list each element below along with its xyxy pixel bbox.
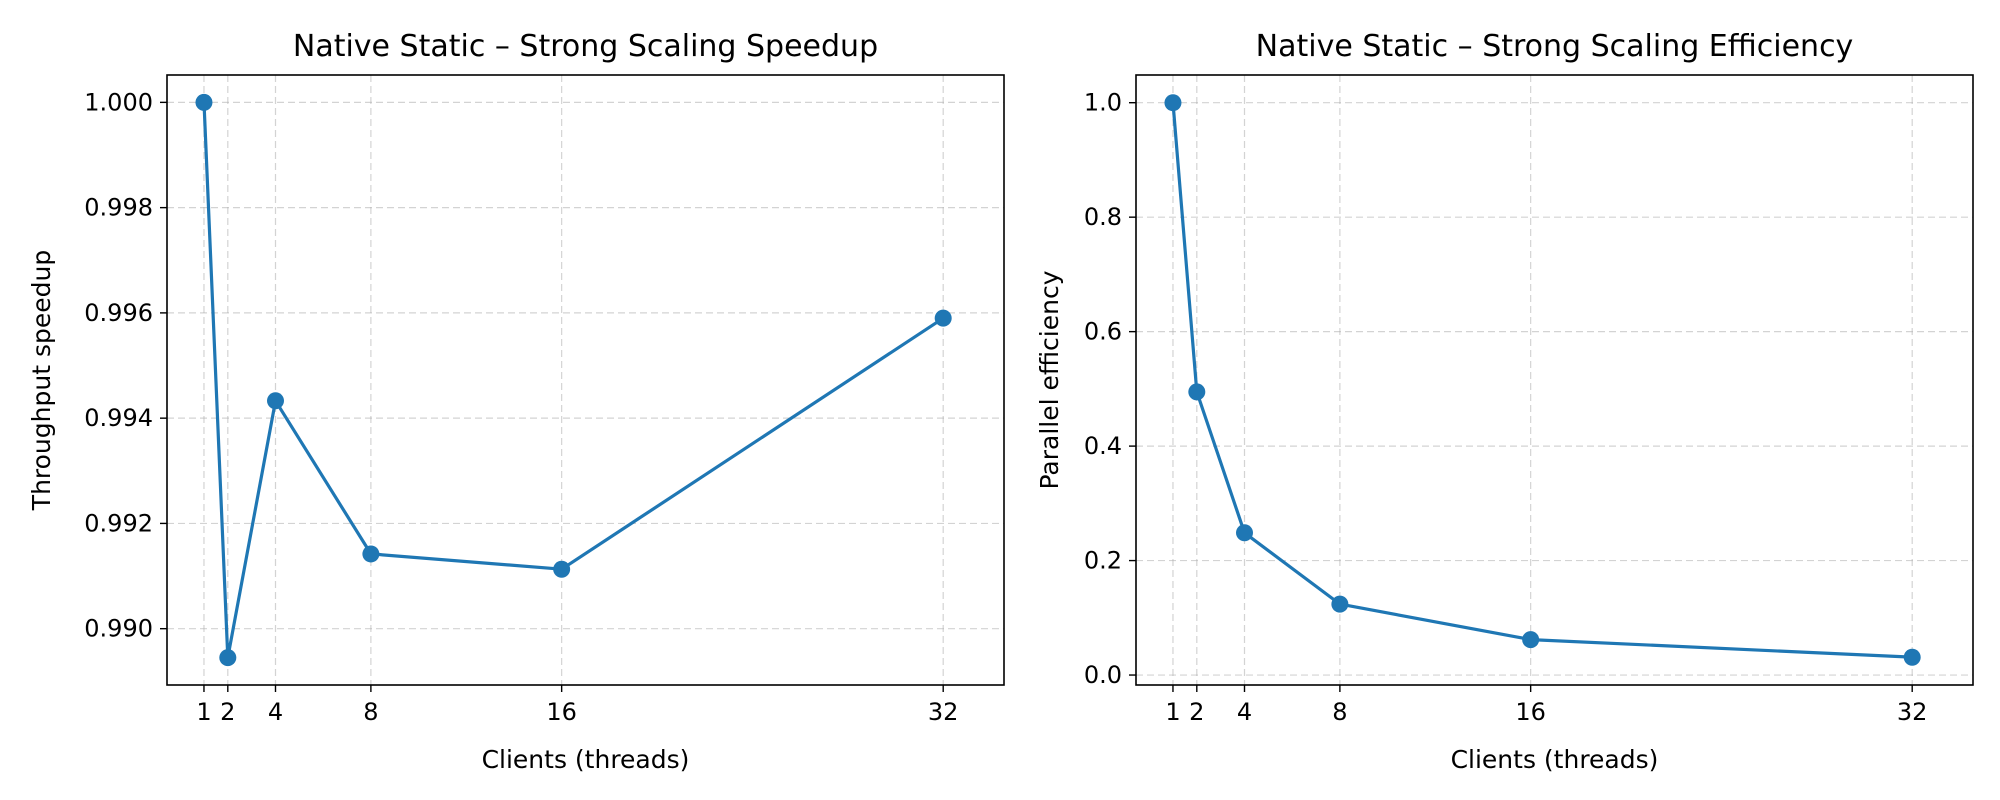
speedup-data-point xyxy=(553,560,571,578)
efficiency-data-point xyxy=(1903,648,1921,666)
efficiency-series-line xyxy=(1171,102,1913,659)
speedup-data-point xyxy=(219,649,237,667)
efficiency-y-tick-label: 0.4 xyxy=(1084,432,1122,460)
speedup-data-point xyxy=(267,392,284,410)
speedup-plot-frame xyxy=(166,74,1005,686)
efficiency-x-tick-label: 8 xyxy=(1332,698,1347,726)
speedup-x-tick-label: 2 xyxy=(220,698,235,726)
speedup-data-point xyxy=(195,93,213,111)
efficiency-x-tick-label: 2 xyxy=(1189,698,1204,726)
efficiency-chart-title: Native Static – Strong Scaling Efficienc… xyxy=(1256,29,1854,64)
speedup-data-point xyxy=(934,309,952,327)
speedup-panel: Native Static – Strong Scaling Speedup C… xyxy=(27,29,1005,774)
efficiency-x-tick-label: 32 xyxy=(1897,698,1928,726)
efficiency-x-axis-label: Clients (threads) xyxy=(1451,745,1659,774)
speedup-series-line xyxy=(202,102,945,660)
efficiency-data-point xyxy=(1522,631,1540,649)
efficiency-y-tick-label: 0.2 xyxy=(1084,547,1122,575)
efficiency-x-tick-label: 4 xyxy=(1237,698,1252,726)
speedup-y-tick-label: 0.998 xyxy=(84,194,153,222)
efficiency-x-tick-label: 1 xyxy=(1165,698,1180,726)
speedup-y-tick-label: 0.994 xyxy=(84,404,153,432)
efficiency-data-point xyxy=(1188,383,1206,401)
efficiency-y-tick-label: 0.0 xyxy=(1084,661,1122,689)
speedup-y-tick-label: 0.992 xyxy=(84,509,153,537)
speedup-x-tick-label: 16 xyxy=(546,698,577,726)
speedup-x-tick-label: 4 xyxy=(268,698,283,726)
efficiency-y-axis-label: Parallel efficiency xyxy=(1035,270,1064,489)
speedup-data-point xyxy=(362,545,380,563)
speedup-y-tick-label: 1.000 xyxy=(84,88,153,116)
efficiency-y-tick-label: 0.8 xyxy=(1084,203,1122,231)
speedup-y-axis-label: Throughput speedup xyxy=(27,250,56,511)
speedup-chart-title: Native Static – Strong Scaling Speedup xyxy=(293,29,878,64)
efficiency-data-point xyxy=(1164,94,1182,112)
speedup-y-tick-label: 0.990 xyxy=(84,615,153,643)
speedup-x-tick-label: 1 xyxy=(196,698,211,726)
speedup-y-tick-label: 0.996 xyxy=(84,299,153,327)
efficiency-x-tick-label: 16 xyxy=(1515,698,1546,726)
efficiency-plot-frame xyxy=(1135,74,1974,686)
speedup-x-tick-label: 8 xyxy=(363,698,378,726)
efficiency-data-point xyxy=(1236,524,1253,542)
speedup-x-tick-label: 32 xyxy=(928,698,959,726)
efficiency-y-tick-label: 1.0 xyxy=(1084,89,1122,117)
efficiency-y-tick-label: 0.6 xyxy=(1084,318,1122,346)
efficiency-data-point xyxy=(1331,595,1349,613)
speedup-x-axis-label: Clients (threads) xyxy=(482,745,690,774)
efficiency-panel: Native Static – Strong Scaling Efficienc… xyxy=(1035,29,1974,774)
